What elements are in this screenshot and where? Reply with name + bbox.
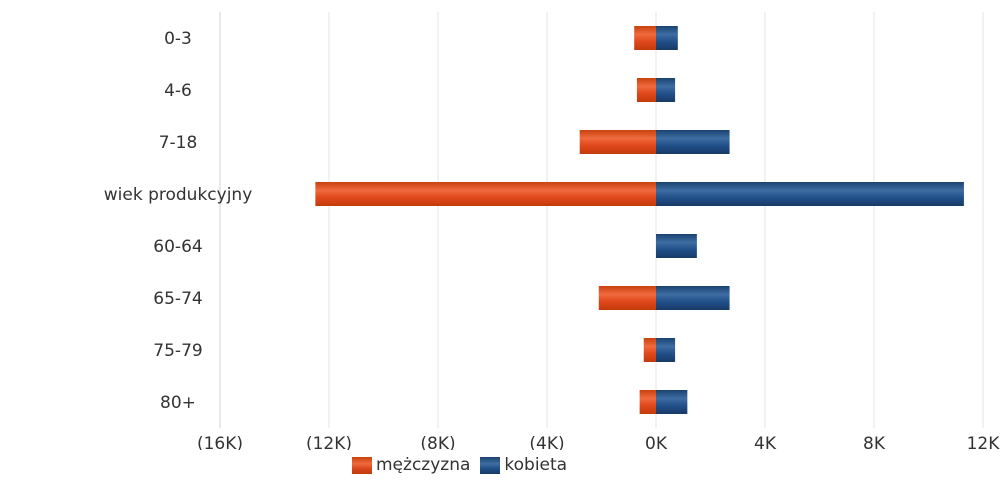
bar-female-6[interactable] bbox=[656, 338, 676, 362]
category-label: 0-3 bbox=[164, 29, 192, 49]
category-label: 7-18 bbox=[159, 133, 198, 153]
bar-female-5[interactable] bbox=[656, 286, 730, 310]
bar-female-7[interactable] bbox=[656, 390, 688, 414]
x-tick-labels: (16K) (12K) (8K) (4K) 0K 4K 8K 12K bbox=[197, 434, 1000, 450]
bar-female-3[interactable] bbox=[656, 182, 964, 206]
bar-male-7[interactable] bbox=[639, 390, 656, 414]
bar-female-4[interactable] bbox=[656, 234, 697, 258]
x-tick-label: 12K bbox=[967, 434, 1000, 450]
legend-swatch-female bbox=[480, 456, 501, 474]
x-tick-label: (4K) bbox=[529, 434, 564, 450]
legend-label-female: kobieta bbox=[504, 455, 568, 475]
x-tick-label: (16K) bbox=[197, 434, 243, 450]
x-tick-label: 8K bbox=[863, 434, 886, 450]
category-label: 4-6 bbox=[164, 81, 192, 101]
bar-male-0[interactable] bbox=[634, 26, 656, 50]
legend-item-female[interactable]: kobieta bbox=[480, 455, 567, 475]
category-label: wiek produkcyjny bbox=[104, 185, 253, 205]
legend-swatch-male bbox=[352, 456, 372, 474]
bar-female-2[interactable] bbox=[656, 130, 730, 154]
bar-male-3[interactable] bbox=[315, 182, 656, 206]
x-tick-label: 0K bbox=[645, 434, 668, 450]
x-tick-label: (12K) bbox=[306, 434, 352, 450]
population-bar-chart: 0-3 4-6 7-18 wiek produkcyjny 60-64 65-74 75-7… bbox=[104, 12, 1000, 450]
bar-male-2[interactable] bbox=[579, 130, 656, 154]
x-tick-label: (8K) bbox=[420, 434, 455, 450]
bar-female-1[interactable] bbox=[656, 78, 676, 102]
legend: mężczyzna kobieta bbox=[352, 453, 577, 477]
bar-male-1[interactable] bbox=[636, 78, 656, 102]
category-label: 80+ bbox=[160, 393, 196, 413]
category-label: 75-79 bbox=[153, 341, 202, 361]
bar-female-0[interactable] bbox=[656, 26, 678, 50]
x-tick-label: 4K bbox=[754, 434, 777, 450]
category-label: 60-64 bbox=[153, 237, 202, 257]
legend-label-male: mężczyzna bbox=[376, 455, 471, 475]
bar-male-6[interactable] bbox=[643, 338, 656, 362]
category-labels: 0-3 4-6 7-18 wiek produkcyjny 60-64 65-74 75-7… bbox=[104, 29, 253, 413]
category-label: 65-74 bbox=[153, 289, 202, 309]
bar-male-5[interactable] bbox=[598, 286, 656, 310]
gridlines bbox=[328, 12, 984, 428]
bars bbox=[315, 26, 964, 414]
legend-item-male[interactable]: mężczyzna bbox=[352, 455, 470, 475]
